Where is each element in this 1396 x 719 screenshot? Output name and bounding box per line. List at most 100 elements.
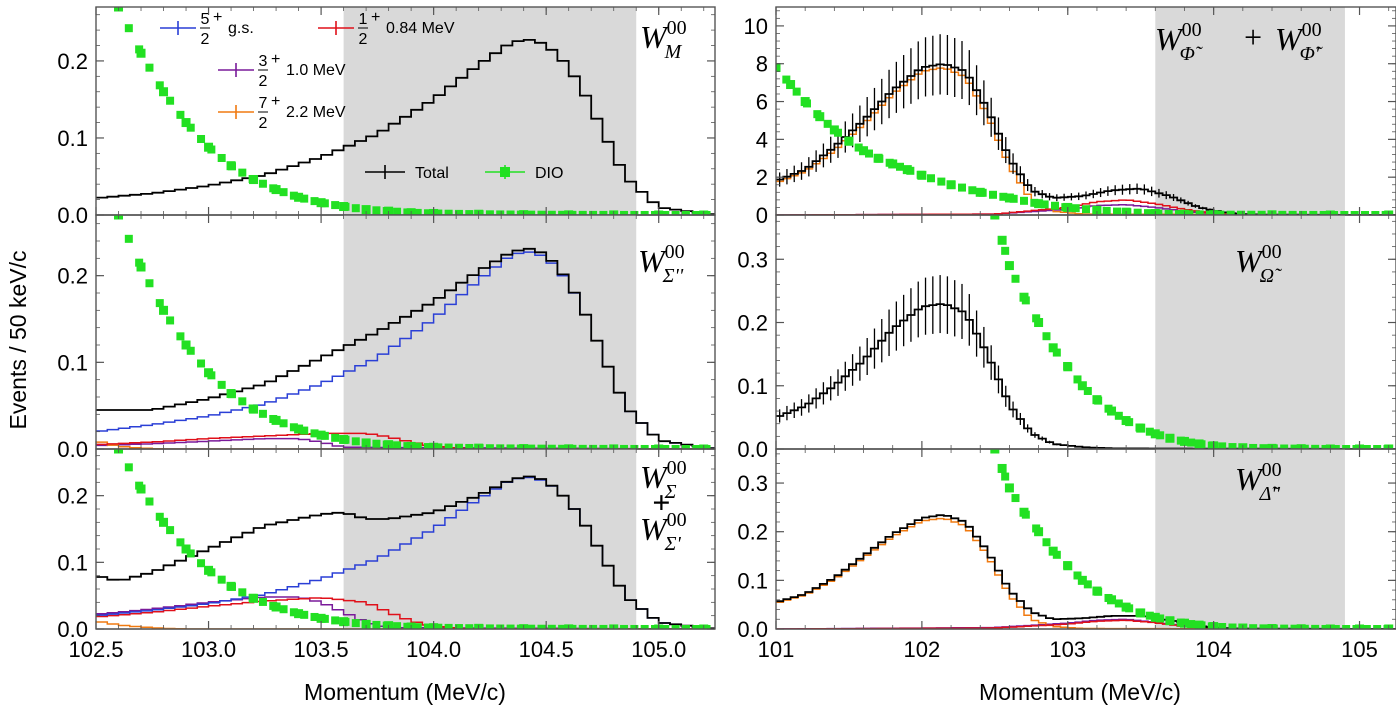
dio-point [1373, 625, 1382, 629]
dio-point [294, 609, 304, 619]
dio-point [1125, 604, 1134, 613]
dio-point [181, 118, 191, 128]
dio-point [1144, 209, 1152, 215]
dio-point [516, 624, 525, 629]
dio-point [782, 75, 791, 84]
dio-point [382, 621, 391, 629]
dio-point [1034, 318, 1044, 328]
dio-point [1342, 445, 1351, 449]
y-tick-label: 0.3 [737, 471, 768, 496]
legend-item-gs: 5 2+ g.s. [160, 9, 254, 48]
series-dio [114, 215, 711, 449]
dio-point [506, 444, 515, 449]
dio-point [289, 608, 298, 617]
dio-point [1195, 210, 1204, 215]
label-base: W [1275, 21, 1305, 57]
dio-point [248, 174, 257, 183]
dio-point [776, 63, 780, 72]
dio-point [155, 512, 164, 521]
legend-marker [500, 167, 510, 177]
legend-sup: + [271, 93, 280, 110]
dio-point [927, 174, 935, 183]
dio-point [238, 397, 247, 406]
dio-point [1135, 423, 1144, 432]
label-sub: Δ̃'' [1259, 483, 1281, 505]
dio-point [331, 616, 340, 625]
dio-point [681, 625, 690, 629]
dio-point [896, 162, 904, 171]
legend-label: 2.2 MeV [286, 104, 346, 121]
dio-point [599, 210, 608, 215]
legend-den: 2 [359, 31, 368, 48]
dio-point [496, 210, 505, 215]
dio-point [279, 188, 288, 197]
dio-point [527, 210, 536, 215]
dio-point [692, 625, 701, 629]
dio-point [258, 179, 267, 188]
legend-den: 2 [259, 73, 268, 90]
dio-point [1063, 361, 1072, 370]
y-tick-label: 10 [744, 14, 768, 39]
dio-point [1237, 210, 1245, 215]
dio-point [424, 209, 433, 215]
dio-point [1077, 381, 1087, 391]
dio-point [145, 279, 154, 288]
dio-point [650, 624, 659, 629]
dio-point [248, 404, 257, 413]
label-sup: 00 [667, 17, 687, 39]
label-sup: 00 [1262, 459, 1282, 481]
dio-point [248, 593, 257, 602]
dio-point [1300, 444, 1309, 449]
y-tick-label: 4 [756, 127, 768, 152]
dio-point [1082, 205, 1090, 214]
dio-point [382, 440, 391, 449]
dio-point [702, 625, 711, 629]
dio-point [434, 623, 443, 629]
dio-point [310, 612, 319, 621]
dio-point [1021, 296, 1030, 305]
dio-point [424, 443, 433, 449]
dio-point [217, 153, 226, 162]
dio-point [279, 419, 288, 428]
dio-point [1352, 625, 1361, 629]
dio-point [1150, 429, 1160, 439]
dio-point [547, 624, 556, 629]
label-sub: Σ [664, 481, 677, 503]
signal-window-band [1155, 7, 1345, 215]
dio-point [207, 145, 216, 154]
legend-sup: + [371, 9, 380, 26]
dio-point [978, 188, 987, 197]
dio-point [207, 568, 216, 577]
label-sup: 00 [1302, 19, 1322, 41]
dio-point [454, 209, 463, 215]
dio-point [207, 371, 216, 380]
dio-point [197, 134, 206, 143]
dio-point [403, 208, 412, 215]
dio-point [135, 258, 144, 267]
y-tick-label: 0.2 [57, 264, 88, 289]
dio-point [444, 443, 453, 449]
s22-histogram [96, 621, 715, 629]
dio-point [454, 624, 463, 629]
dio-point [135, 45, 144, 54]
legend-item-s10: 3 2+1.0 MeV [218, 51, 346, 90]
dio-point [320, 199, 329, 208]
dio-point [475, 624, 484, 629]
legend-den: 2 [201, 31, 210, 48]
x-tick-label: 103.0 [181, 637, 236, 662]
dio-point [465, 624, 474, 629]
dio-point [279, 605, 288, 614]
dio-point [1011, 274, 1020, 283]
dio-point [1009, 194, 1018, 203]
dio-point [1299, 210, 1307, 215]
label-w-delta: W00 Δ̃'' [1235, 459, 1282, 505]
dio-point [238, 588, 247, 597]
dio-point [547, 210, 556, 215]
dio-point [1383, 625, 1392, 629]
signal-window-band [1155, 215, 1345, 449]
dio-point [310, 429, 319, 438]
dio-point [1020, 196, 1028, 205]
dio-point [547, 444, 556, 449]
